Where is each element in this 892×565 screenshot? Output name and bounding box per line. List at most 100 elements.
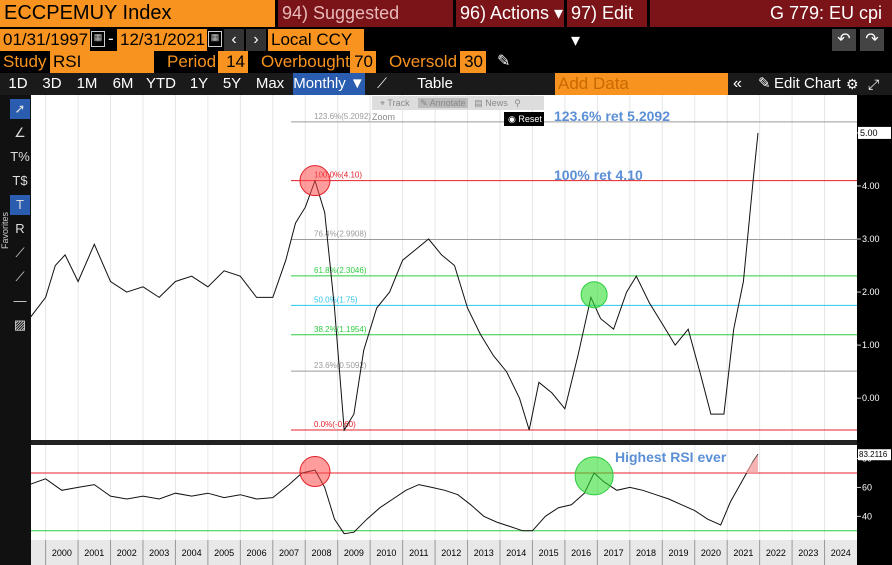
x-tick-label: 2017	[604, 548, 624, 558]
calendar-icon[interactable]: ▦	[91, 31, 105, 47]
shape-tool-icon[interactable]: ▨	[13, 317, 27, 332]
mini-toolbar: ⌖ Track ✎ Annotate ▤ News ⚲ Zoom	[372, 96, 544, 122]
currency-select[interactable]: Local CCY	[268, 29, 364, 51]
draw-line-icon[interactable]: ∠	[14, 125, 26, 140]
suggested-charts-button[interactable]: 94) Suggested Charts	[278, 0, 453, 50]
x-tick-label: 2012	[441, 548, 461, 558]
rsi-y-tick-label: 40	[862, 511, 872, 521]
x-tick-label: 2007	[279, 548, 299, 558]
collapse-icon[interactable]: «	[733, 75, 742, 92]
next-arrow-icon[interactable]: ›	[246, 29, 266, 51]
prev-arrow-icon[interactable]: ‹	[224, 29, 244, 51]
calendar-icon[interactable]: ▦	[208, 31, 222, 47]
oversold-field[interactable]: 30	[460, 51, 486, 73]
rsi-series-line	[31, 453, 759, 535]
price-y-tick-label: 3.00	[862, 234, 880, 244]
rsi-overbought-fill	[745, 454, 759, 473]
track-button[interactable]: ⌖ Track	[380, 98, 410, 108]
fib-label: 100.0%(4.10)	[314, 171, 362, 180]
fib-label: 0.0%(-0.60)	[314, 420, 356, 429]
reset-button[interactable]: ◉ Reset	[504, 112, 544, 126]
period-ytd-button[interactable]: YTD	[146, 75, 176, 92]
favorites-tab[interactable]: Favorites	[0, 211, 10, 249]
peak-2008-marker	[299, 165, 331, 197]
overbought-label: Overbought	[261, 52, 350, 71]
period-max-button[interactable]: Max	[255, 75, 285, 92]
dollar-tool-icon[interactable]: T$	[12, 173, 28, 188]
price-y-tick-label: 0.00	[862, 393, 880, 403]
y-axis: 5.004.003.002.001.000.005.0080604083.211…	[857, 95, 892, 540]
fib-label: 23.6%(0.5092)	[314, 361, 367, 370]
period-1d-button[interactable]: 1D	[8, 75, 28, 92]
rsi-peak-2017-marker	[574, 456, 614, 496]
price-series-line	[31, 132, 759, 432]
price-y-tick-label: 4.00	[862, 181, 880, 191]
security-field[interactable]: ECCPEMUY Index	[0, 0, 275, 27]
rsi-panel	[31, 445, 857, 540]
x-axis-labels: 2000 2001 2002 2003 2004 2005 2006 2007 2008 2009…	[52, 548, 851, 558]
percent-tool-icon[interactable]: T%	[10, 149, 30, 164]
x-tick-label: 2014	[506, 548, 526, 558]
x-tick-label: 2001	[84, 548, 104, 558]
x-tick-label: 2005	[214, 548, 234, 558]
annotation-full: 100% ret 4.10	[554, 167, 643, 183]
price-last-value: 5.00	[860, 128, 878, 138]
period-1y-button[interactable]: 1Y	[189, 75, 209, 92]
period-5y-button[interactable]: 5Y	[222, 75, 242, 92]
undo-icon[interactable]: ↶	[832, 29, 856, 51]
zoom-button[interactable]: ⚲ Zoom	[372, 98, 521, 122]
x-tick-label: 2008	[311, 548, 331, 558]
chart-settings-icon[interactable]: ⚙	[846, 76, 859, 92]
line-chart-icon[interactable]: ⟋	[377, 75, 387, 91]
add-data-input[interactable]: Add Data	[555, 73, 728, 95]
pen-icon[interactable]: ✎	[497, 53, 511, 70]
x-tick-label: 2020	[701, 548, 721, 558]
x-tick-label: 2013	[474, 548, 494, 558]
actions-menu[interactable]: 96) Actions ▾	[456, 0, 564, 27]
channel-tool-icon[interactable]: ⟋	[15, 269, 25, 284]
cursor-icon[interactable]: ➚	[10, 99, 30, 119]
period-3d-button[interactable]: 3D	[42, 75, 62, 92]
pencil-icon: ✎	[758, 75, 771, 92]
study-select[interactable]: RSI	[50, 51, 154, 73]
annotation-rsi: Highest RSI ever	[615, 449, 727, 465]
retracement-tool-icon[interactable]: R	[15, 221, 25, 236]
text-tool-icon[interactable]: T	[10, 195, 30, 215]
rsi-y-tick-label: 60	[862, 482, 872, 492]
redo-icon[interactable]: ↷	[860, 29, 884, 51]
annotate-button[interactable]: ✎ Annotate	[418, 98, 468, 108]
x-tick-label: 2023	[798, 548, 818, 558]
period-1m-button[interactable]: 1M	[76, 75, 98, 92]
trendline-tool-icon[interactable]: ⟋	[15, 245, 25, 260]
horizontal-line-icon[interactable]: —	[13, 293, 27, 308]
news-button[interactable]: ▤ News	[474, 98, 508, 108]
gridlines	[45, 95, 826, 565]
price-panel	[31, 95, 857, 440]
end-date-field[interactable]: 12/31/2021	[117, 29, 207, 51]
series-lines	[31, 132, 759, 535]
x-tick-label: 2010	[376, 548, 396, 558]
period-field[interactable]: 14	[218, 51, 248, 73]
edit-menu[interactable]: 97) Edit ▾	[567, 0, 647, 50]
chart-title: G 779: EU cpi	[650, 0, 892, 27]
oversold-label: Oversold	[389, 52, 458, 71]
frequency-select[interactable]: Monthly ▼	[293, 73, 365, 95]
x-tick-label: 2009	[344, 548, 364, 558]
overbought-field[interactable]: 70	[350, 51, 376, 73]
fib-label: 38.2%(1.1954)	[314, 325, 367, 334]
price-y-axis	[857, 95, 892, 440]
rsi-threshold-lines	[31, 472, 857, 532]
table-button[interactable]: Table	[417, 75, 453, 92]
x-tick-label: 2000	[52, 548, 72, 558]
study-label: Study	[3, 52, 47, 71]
x-tick-label: 2011	[409, 548, 428, 558]
rsi-y-axis	[857, 445, 892, 540]
period-6m-button[interactable]: 6M	[112, 75, 134, 92]
expand-icon[interactable]: ⤢	[868, 76, 880, 92]
x-tick-label: 2003	[149, 548, 169, 558]
peak-2017-marker	[580, 281, 608, 309]
x-tick-label: 2004	[182, 548, 202, 558]
start-date-field[interactable]: 01/31/1997	[0, 29, 90, 51]
x-tick-label: 2006	[247, 548, 267, 558]
edit-chart-button[interactable]: Edit Chart	[774, 75, 841, 92]
